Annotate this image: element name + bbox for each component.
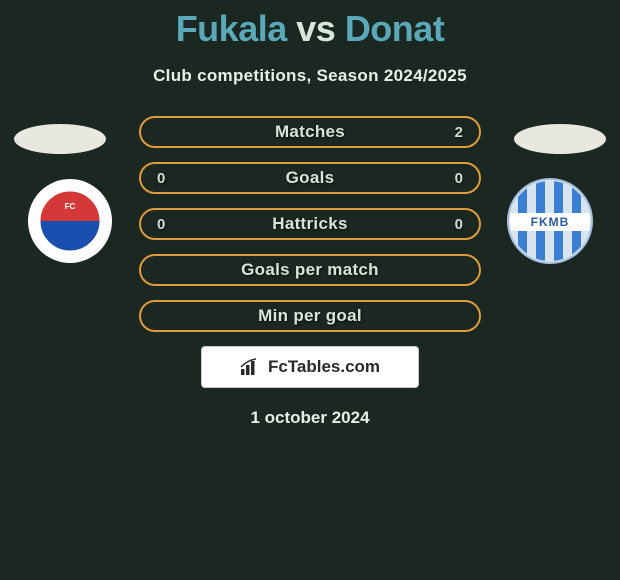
source-logo-text: FcTables.com (268, 357, 380, 377)
date-label: 1 october 2024 (0, 408, 620, 428)
stat-pill-matches: Matches 2 (139, 116, 481, 148)
stat-label: Goals (286, 168, 335, 188)
stat-right-value: 2 (443, 124, 463, 141)
source-logo[interactable]: FcTables.com (201, 346, 419, 388)
stat-label: Goals per match (241, 260, 379, 280)
stat-pill-hattricks: 0 Hattricks 0 (139, 208, 481, 240)
player1-photo-placeholder (14, 124, 106, 154)
team2-badge: FKMB (506, 177, 594, 265)
stat-pill-goals: 0 Goals 0 (139, 162, 481, 194)
vs-separator: vs (296, 8, 335, 49)
stat-right-value: 0 (443, 170, 463, 187)
stat-right-value: 0 (443, 216, 463, 233)
player2-name: Donat (345, 8, 445, 49)
stat-left-value: 0 (157, 216, 177, 233)
player2-photo-placeholder (514, 124, 606, 154)
subtitle: Club competitions, Season 2024/2025 (0, 66, 620, 86)
player1-name: Fukala (176, 8, 287, 49)
stat-pill-min-per-goal: Min per goal (139, 300, 481, 332)
comparison-title: Fukala vs Donat (0, 0, 620, 50)
bars-icon (240, 358, 262, 376)
team1-badge: FC BANÍK OSTRAVA (26, 177, 114, 265)
svg-text:FC: FC (65, 202, 76, 211)
stat-left-value: 0 (157, 170, 177, 187)
svg-text:FKMB: FKMB (531, 215, 570, 229)
stat-label: Hattricks (272, 214, 347, 234)
stat-row: Min per goal (0, 300, 620, 332)
stat-pill-goals-per-match: Goals per match (139, 254, 481, 286)
stat-label: Matches (275, 122, 345, 142)
stat-label: Min per goal (258, 306, 362, 326)
